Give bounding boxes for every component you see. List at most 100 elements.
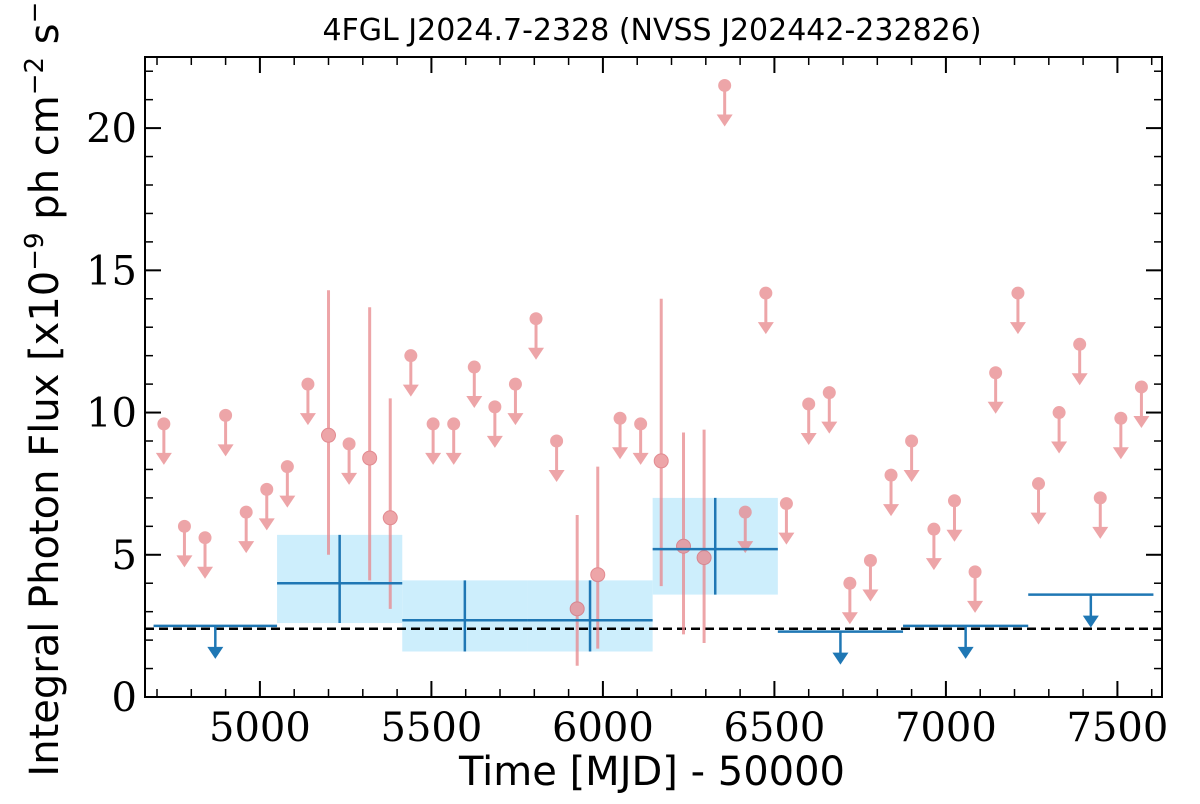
upper-limit-arrowhead — [967, 600, 984, 613]
upper-limit-arrowhead — [466, 396, 483, 409]
upper-limit-arrowhead — [737, 541, 754, 554]
long-bin-point-4 — [652, 497, 778, 595]
upper-limit-dot — [884, 468, 898, 482]
upper-limit-arrowhead — [217, 444, 234, 457]
upper-limit-arrowhead — [548, 470, 565, 482]
upper-limit-marker-11 — [445, 417, 462, 465]
upper-limit-arrowhead — [445, 452, 462, 465]
upper-limit-marker-34 — [1030, 477, 1047, 525]
upper-limit-arrowhead — [612, 447, 629, 460]
long-bin-upper-limit-0 — [153, 624, 278, 659]
upper-limit-marker-7 — [299, 377, 316, 426]
upper-limit-marker-35 — [1051, 406, 1068, 454]
detection-point-7 — [696, 429, 712, 643]
upper-limit-marker-12 — [466, 360, 483, 409]
upper-limit-arrowhead — [632, 452, 649, 465]
detection-marker — [569, 601, 585, 617]
detection-marker — [362, 450, 378, 466]
upper-limit-dot — [1032, 477, 1046, 491]
upper-limit-marker-29 — [925, 522, 942, 571]
upper-limit-marker-26 — [862, 553, 879, 602]
detection-point-4 — [590, 466, 606, 649]
detection-point-5 — [653, 298, 669, 587]
x-tick-label-5: 7500 — [1067, 705, 1169, 751]
upper-limit-dot — [613, 411, 627, 425]
upper-limit-marker-2 — [197, 531, 214, 579]
upper-limit-dot — [1073, 337, 1087, 351]
upper-limit-marker-3 — [217, 408, 234, 457]
upper-limit-dot — [550, 434, 564, 448]
detection-marker — [653, 453, 669, 469]
upper-limit-marker-6 — [279, 460, 296, 508]
x-tick-label-1: 5500 — [381, 705, 483, 751]
upper-limit-marker-0 — [155, 417, 172, 465]
upper-limit-arrowhead — [425, 452, 442, 465]
detection-marker — [321, 427, 337, 443]
upper-limit-marker-17 — [612, 411, 629, 460]
upper-limit-marker-38 — [1112, 411, 1129, 460]
detection-point-2 — [382, 398, 398, 609]
upper-limit-arrowhead — [1030, 512, 1047, 525]
upper-limit-marker-10 — [425, 417, 442, 465]
upper-limit-arrowhead — [925, 558, 942, 571]
upper-limit-dot — [927, 522, 941, 536]
upper-limit-dot — [488, 400, 502, 414]
upper-limit-marker-15 — [528, 312, 545, 360]
upper-limit-dot — [989, 366, 1003, 380]
upper-limit-dot — [1134, 380, 1148, 394]
upper-limit-marker-16 — [548, 434, 565, 482]
upper-limit-dot — [822, 386, 836, 400]
upper-limit-dot — [157, 417, 171, 431]
upper-limit-marker-18 — [632, 417, 649, 465]
upper-limit-arrowhead — [258, 518, 275, 531]
upper-limit-marker-32 — [987, 366, 1004, 414]
detection-marker — [382, 510, 398, 526]
upper-limit-marker-14 — [507, 377, 524, 426]
upper-limit-dot — [1011, 286, 1025, 300]
upper-limit-arrowhead — [279, 495, 296, 508]
upper-limit-dot — [843, 576, 857, 590]
detection-marker — [676, 538, 692, 554]
upper-limit-marker-27 — [883, 468, 900, 517]
upper-limit-dot — [301, 377, 315, 391]
long-bin-upper-limit-6 — [903, 624, 1029, 659]
upper-limit-dot — [467, 360, 481, 374]
upper-limit-marker-25 — [841, 576, 858, 625]
upper-limit-dot — [426, 417, 440, 431]
upper-limit-arrowhead — [1112, 447, 1129, 460]
upper-limit-marker-23 — [800, 397, 817, 446]
upper-limit-dot — [239, 505, 253, 519]
long-bin-upper-limit-5 — [777, 630, 904, 665]
long-bin-arrowhead — [957, 646, 974, 659]
upper-limit-arrowhead — [1071, 373, 1088, 386]
y-axis-label: Integral Photon Flux [x10−9 ph cm−2 s−1] — [20, 0, 68, 777]
long-bin-arrowhead — [207, 646, 224, 659]
upper-limit-marker-33 — [1009, 286, 1026, 335]
upper-limit-marker-39 — [1133, 380, 1150, 428]
long-bin-upper-limit-7 — [1028, 593, 1154, 628]
chart-title: 4FGL J2024.7-2328 (NVSS J202442-232826) — [322, 13, 981, 48]
upper-limit-marker-5 — [258, 482, 275, 531]
upper-limit-dot — [718, 78, 732, 92]
detection-point-1 — [362, 307, 378, 581]
upper-limit-arrowhead — [341, 472, 358, 485]
upper-limit-arrowhead — [176, 555, 193, 568]
upper-limit-marker-9 — [402, 349, 419, 397]
upper-limit-dot — [447, 417, 461, 431]
upper-limit-arrowhead — [987, 401, 1004, 414]
upper-limit-dot — [1114, 411, 1128, 425]
detection-point-0 — [321, 290, 337, 555]
plot-frame — [144, 56, 1163, 698]
upper-limit-arrowhead — [402, 384, 419, 397]
upper-limit-marker-22 — [778, 497, 795, 545]
long-bin-point-3 — [527, 580, 653, 652]
upper-limit-dot — [260, 482, 274, 496]
upper-limit-arrowhead — [299, 413, 316, 426]
upper-limit-marker-4 — [238, 505, 255, 554]
long-bin-point-1 — [277, 534, 403, 624]
upper-limit-arrowhead — [716, 114, 733, 127]
long-bin-arrowhead — [832, 652, 849, 665]
upper-limit-marker-20 — [737, 505, 754, 554]
upper-limit-dot — [1093, 491, 1107, 505]
upper-limit-dot — [863, 553, 877, 567]
